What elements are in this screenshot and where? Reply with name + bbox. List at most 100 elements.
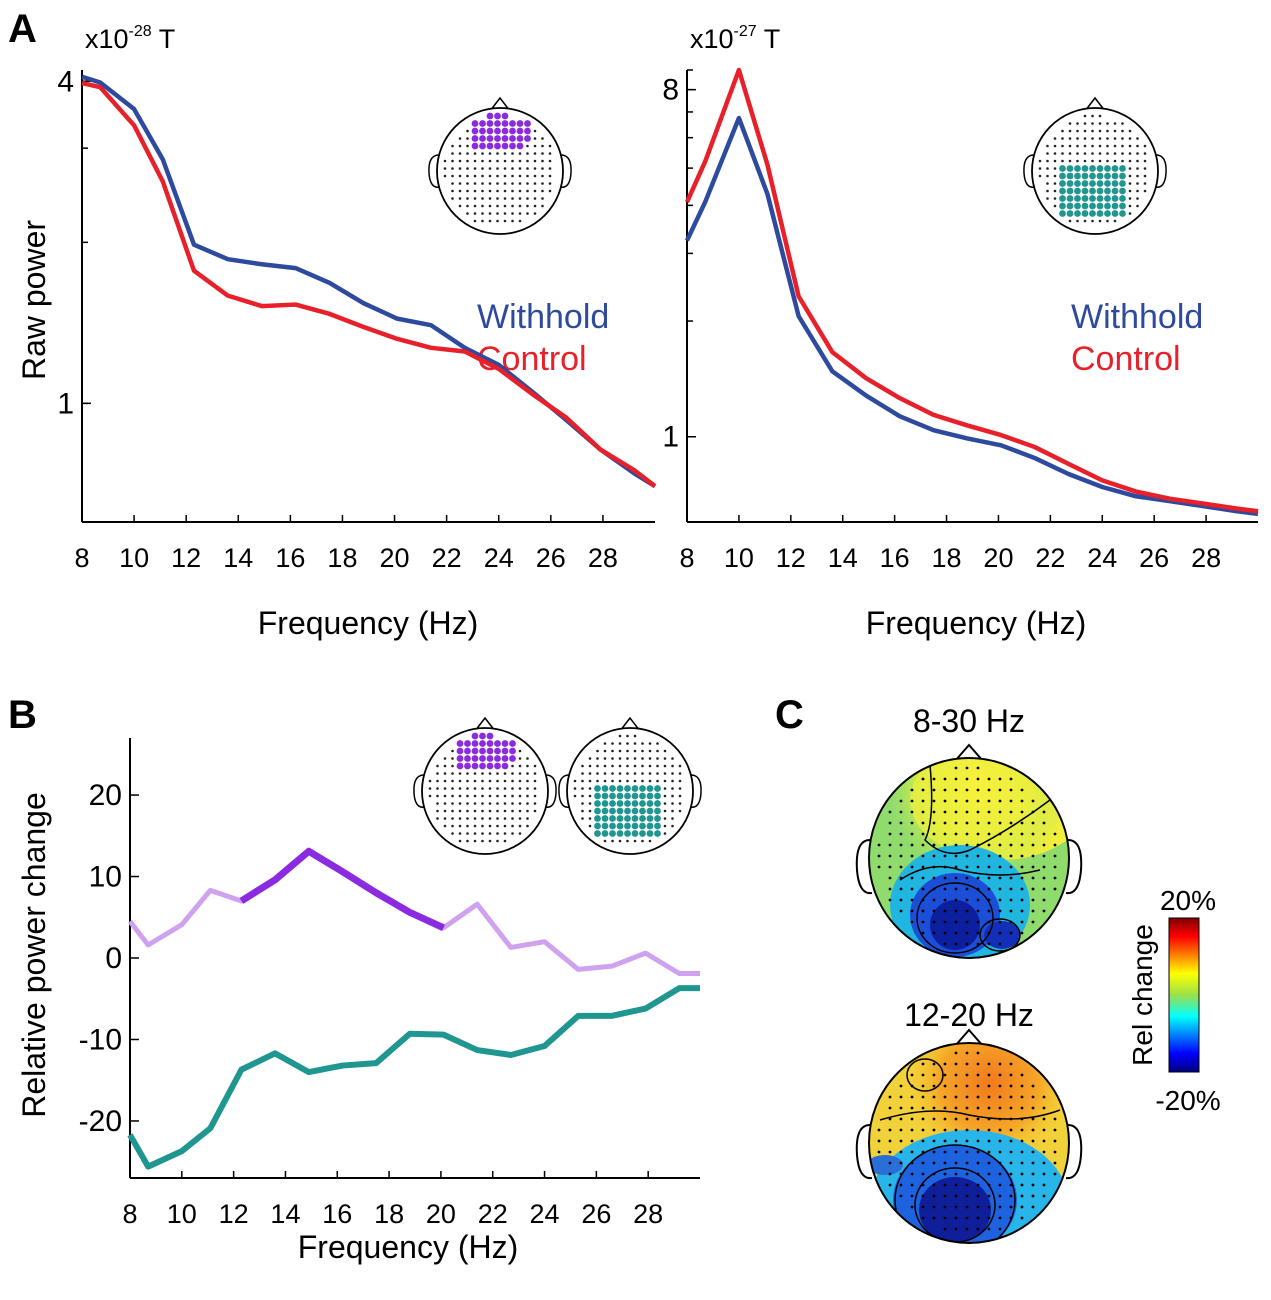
sensor-dot <box>1053 204 1057 208</box>
topo-dot <box>1020 821 1024 825</box>
sensor-dot <box>541 137 544 140</box>
x-tick-label: 12 <box>171 543 201 573</box>
sensor-dot <box>1119 210 1126 217</box>
topo-dot <box>888 1117 892 1121</box>
sensor-dot <box>503 802 507 805</box>
sensor-dot <box>488 197 492 200</box>
topo-dot <box>1020 810 1024 814</box>
topo-dot <box>1020 799 1024 803</box>
sensor-dot <box>428 787 432 790</box>
x-tick-label: 18 <box>374 1199 404 1229</box>
sensor-dot <box>488 174 492 178</box>
topo-dot <box>1031 909 1035 913</box>
topo-dot <box>1009 1139 1013 1143</box>
sensor-dot <box>1091 114 1094 118</box>
topo-dot <box>954 1161 958 1165</box>
sensor-dot <box>466 794 469 798</box>
topo-dot <box>976 920 980 924</box>
sensor-dot <box>503 159 507 163</box>
sensor-dot <box>466 839 469 843</box>
sensor-dot <box>458 772 462 775</box>
topo-dot <box>965 931 969 935</box>
head-posterior-sensors <box>1023 96 1167 235</box>
sensor-dot <box>603 839 607 843</box>
topo-dot <box>976 876 980 880</box>
sensor-dot <box>466 824 469 828</box>
sensor-dot <box>1128 204 1132 208</box>
sensor-dot <box>479 747 486 755</box>
x-tick-label: 12 <box>776 543 806 573</box>
topo-dot <box>965 865 969 869</box>
sensor-dot <box>466 802 469 805</box>
topo-dot <box>1009 843 1013 847</box>
x-tick-label: 24 <box>530 1199 560 1229</box>
colorbar-max-label: 20% <box>1160 885 1216 916</box>
topo-dot <box>921 1128 925 1132</box>
topo-dot <box>943 887 947 891</box>
topo-dot <box>987 1161 991 1165</box>
topo-dot <box>899 1106 903 1110</box>
topo-dot <box>932 777 936 781</box>
sensor-dot <box>488 839 492 843</box>
sensor-dot <box>1104 165 1111 172</box>
series-posterior-line <box>127 985 700 1170</box>
sensor-dot <box>1074 187 1081 195</box>
topo-dot <box>1031 920 1035 924</box>
topo-dot <box>899 1084 903 1088</box>
sensor-dot <box>1104 202 1111 210</box>
topo-dot <box>899 898 903 902</box>
sensor-dot <box>663 817 667 820</box>
sensor-dot <box>466 204 469 208</box>
sensor-dot <box>1076 159 1079 163</box>
sensor-dot <box>511 197 514 200</box>
topo-dot <box>1042 810 1046 814</box>
series-withhold-line <box>81 74 657 489</box>
x-tick-label: 26 <box>1139 543 1169 573</box>
sensor-dot <box>1053 137 1057 140</box>
topo-dot <box>965 1128 969 1132</box>
sensor-dot <box>594 815 601 822</box>
sensor-dot <box>601 792 609 800</box>
sensor-dot <box>1098 129 1102 133</box>
sensor-dot <box>671 824 674 828</box>
sensor-dot <box>503 204 507 208</box>
topo-dot <box>1009 1095 1013 1099</box>
topo-dot <box>910 1084 914 1088</box>
topo-dot <box>932 909 936 913</box>
sensor-dot <box>618 772 622 775</box>
topo-dot <box>921 1117 925 1121</box>
sensor-dot <box>1089 180 1096 187</box>
topo-dot <box>965 898 969 902</box>
sensor-dot <box>451 197 454 200</box>
topo-dot <box>1042 832 1046 836</box>
sensor-dot <box>526 182 529 185</box>
sensor-dot <box>678 794 682 798</box>
sensor-dot <box>456 747 464 755</box>
topo-dot <box>943 1216 947 1220</box>
topo-dot <box>1009 799 1013 803</box>
sensor-dot <box>511 174 514 178</box>
sensor-dot <box>526 764 529 768</box>
panel-label-a: A <box>8 7 37 51</box>
sensor-dot <box>1098 219 1102 223</box>
sensor-dot <box>588 787 592 790</box>
topo-dot <box>965 799 969 803</box>
sensor-dot <box>588 772 592 775</box>
sensor-dot <box>588 817 592 820</box>
topo-dot <box>932 832 936 836</box>
sensor-dot <box>1059 210 1066 217</box>
sensor-dot <box>678 802 682 805</box>
sensor-dot <box>1121 122 1124 125</box>
sensor-dot <box>1061 129 1064 133</box>
topo-dot <box>976 1139 980 1143</box>
sensor-dot <box>1091 137 1094 140</box>
sensor-dot <box>466 159 469 163</box>
topo-dot <box>987 887 991 891</box>
topo-dot <box>987 854 991 858</box>
sensor-dot <box>464 755 471 762</box>
sensor-dot <box>496 817 499 820</box>
topo-dot <box>1009 898 1013 902</box>
topo-dot <box>888 1150 892 1154</box>
topo-dot <box>954 876 958 880</box>
topo-dot <box>1031 1084 1035 1088</box>
